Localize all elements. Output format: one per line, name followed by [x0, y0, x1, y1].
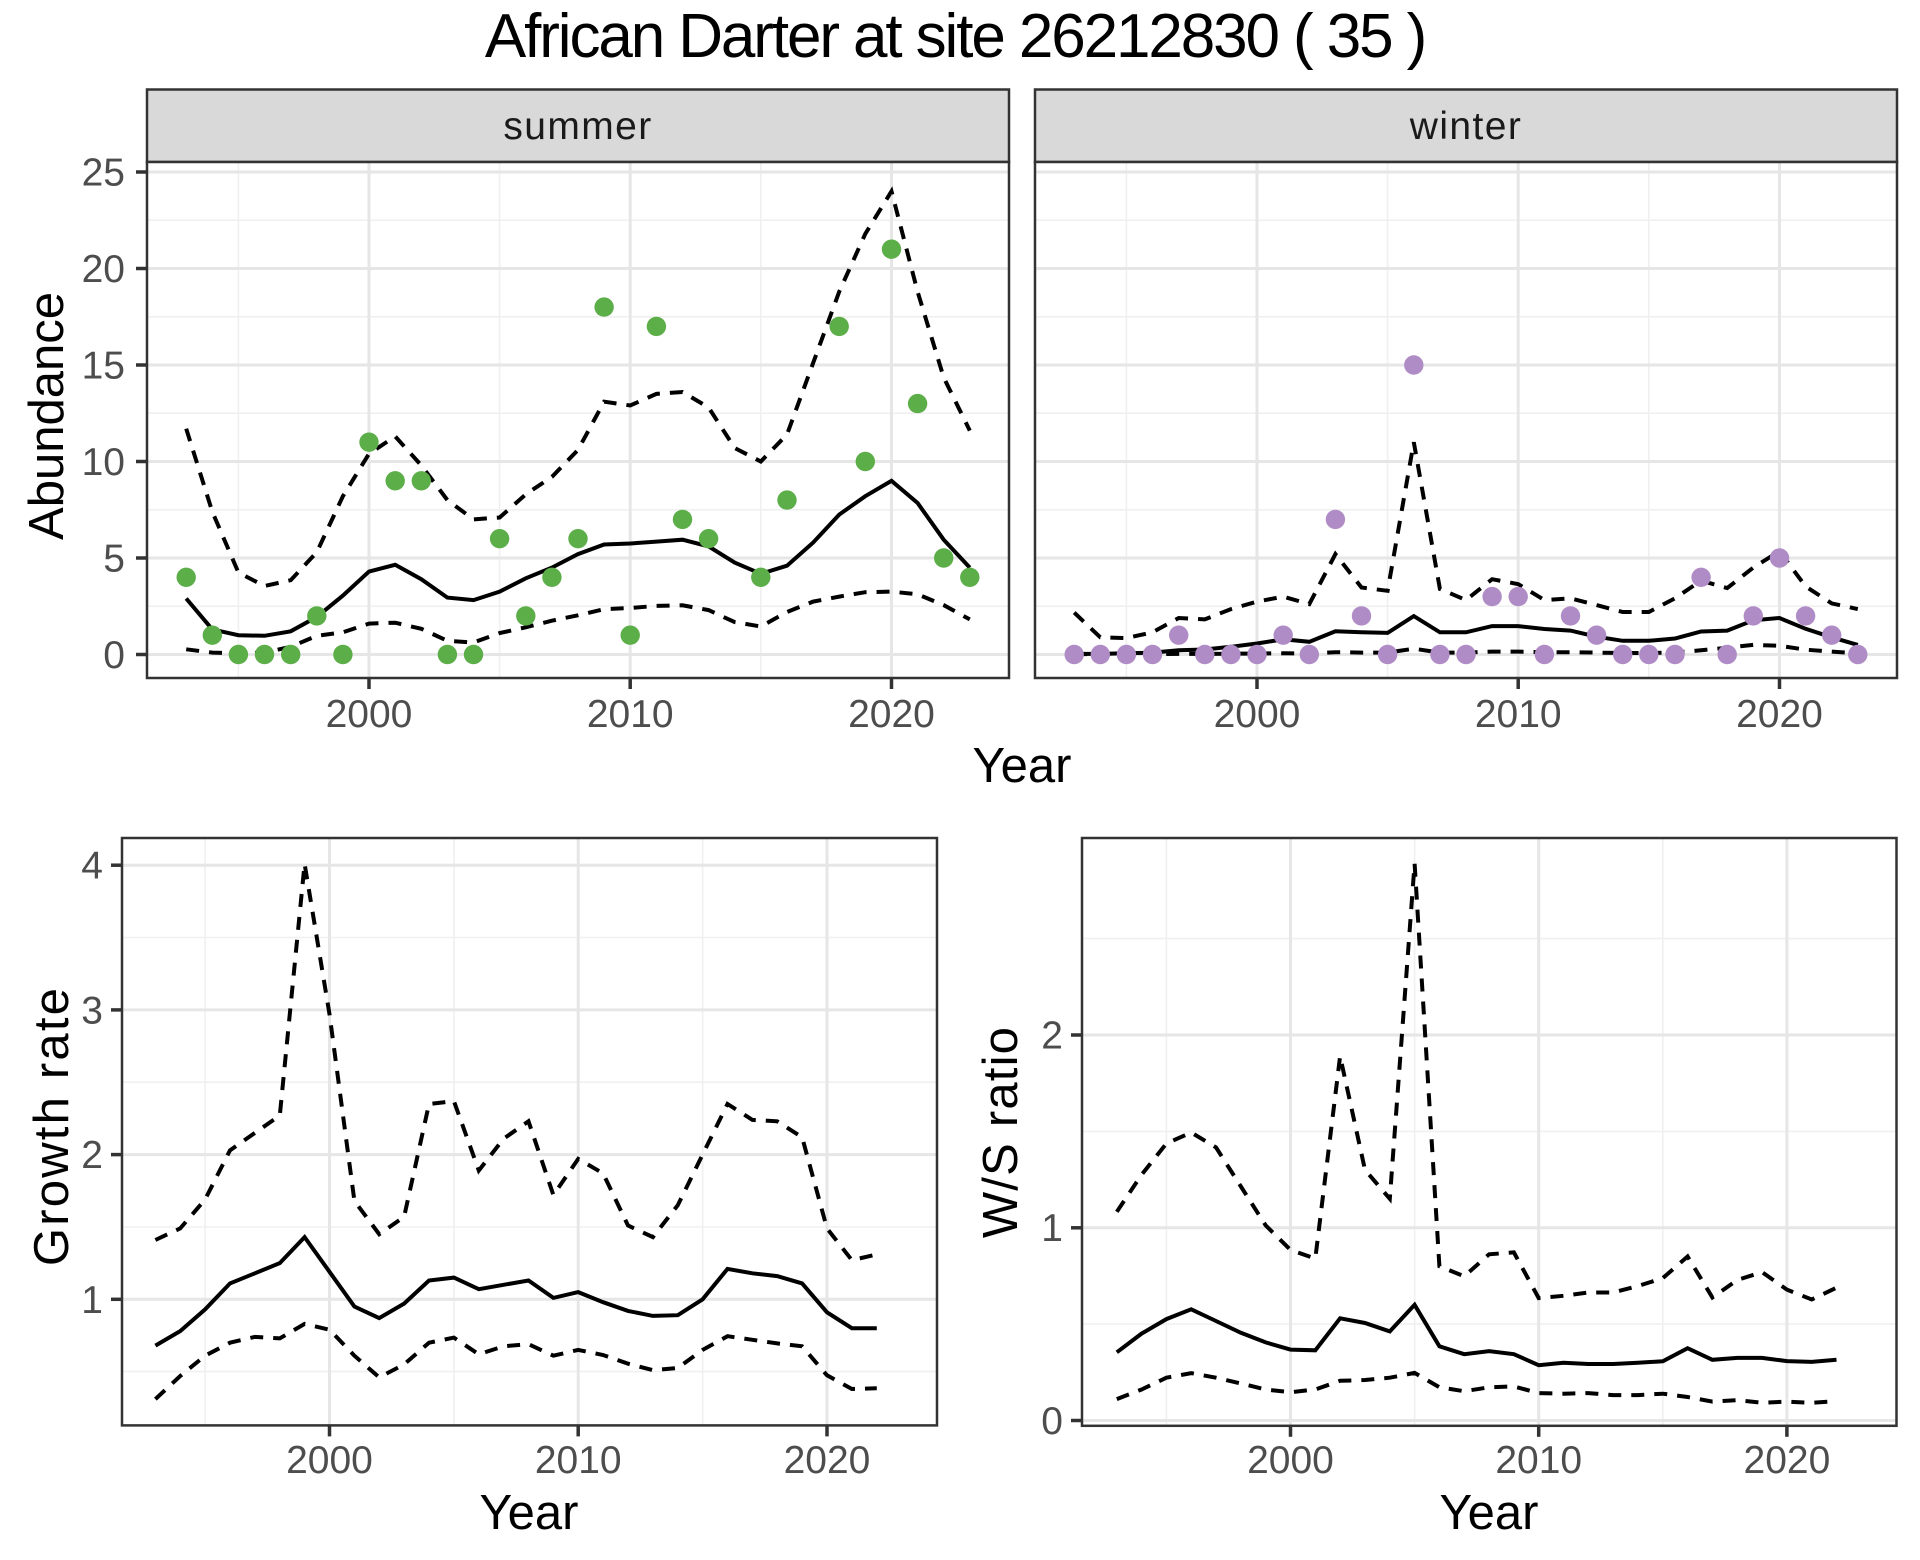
svg-text:2010: 2010 — [535, 1439, 622, 1482]
svg-text:2010: 2010 — [1475, 693, 1562, 736]
svg-text:10: 10 — [82, 441, 125, 484]
svg-text:3: 3 — [81, 989, 103, 1032]
svg-text:0: 0 — [1041, 1400, 1063, 1443]
svg-text:1: 1 — [1041, 1207, 1063, 1250]
svg-text:2020: 2020 — [1736, 693, 1823, 736]
svg-text:20: 20 — [82, 248, 125, 291]
svg-text:Year: Year — [972, 739, 1071, 793]
svg-text:Year: Year — [1439, 1486, 1538, 1540]
svg-text:25: 25 — [82, 152, 125, 195]
svg-text:2020: 2020 — [784, 1439, 871, 1482]
svg-text:winter: winter — [1409, 105, 1522, 148]
svg-text:W/S ratio: W/S ratio — [974, 1026, 1028, 1238]
svg-text:summer: summer — [503, 105, 652, 148]
svg-text:2010: 2010 — [1495, 1439, 1582, 1482]
svg-text:2: 2 — [81, 1134, 103, 1177]
svg-text:2: 2 — [1041, 1015, 1063, 1058]
svg-text:2000: 2000 — [326, 693, 413, 736]
svg-text:1: 1 — [81, 1279, 103, 1322]
svg-text:Abundance: Abundance — [20, 292, 74, 540]
svg-text:African Darter at site 2621283: African Darter at site 26212830 ( 35 ) — [485, 2, 1425, 71]
svg-text:0: 0 — [103, 634, 125, 677]
svg-text:2000: 2000 — [1214, 693, 1301, 736]
svg-text:Growth rate: Growth rate — [25, 986, 79, 1266]
svg-text:15: 15 — [82, 345, 125, 388]
svg-text:Year: Year — [479, 1486, 578, 1540]
svg-text:2020: 2020 — [848, 693, 935, 736]
svg-text:2000: 2000 — [286, 1439, 373, 1482]
svg-text:2010: 2010 — [587, 693, 674, 736]
svg-text:4: 4 — [81, 845, 103, 888]
svg-text:5: 5 — [103, 538, 125, 581]
svg-text:2020: 2020 — [1744, 1439, 1831, 1482]
svg-text:2000: 2000 — [1247, 1439, 1334, 1482]
